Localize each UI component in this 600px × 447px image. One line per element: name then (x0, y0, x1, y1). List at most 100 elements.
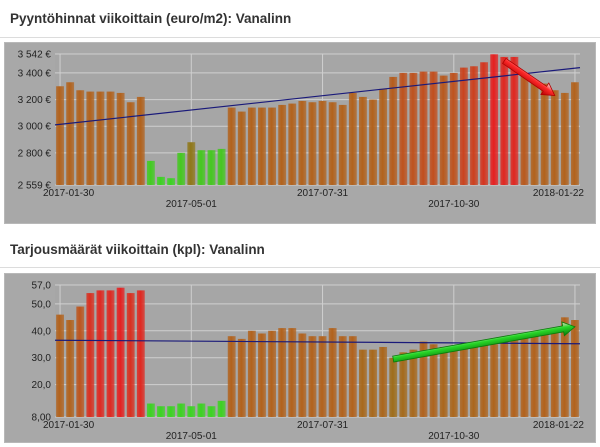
bar (318, 336, 327, 417)
bar (419, 341, 428, 417)
bar (470, 66, 478, 185)
bar (379, 346, 388, 417)
bar (439, 346, 448, 417)
bar (197, 150, 206, 185)
bar (409, 349, 418, 417)
bar (419, 71, 428, 185)
bar (247, 107, 256, 185)
bar (369, 349, 377, 417)
bar (348, 336, 357, 417)
bar (389, 76, 398, 185)
x-tick-label: 2017-07-31 (297, 188, 349, 199)
bar (86, 293, 95, 417)
bar (56, 314, 64, 417)
bar (268, 107, 277, 185)
bar (298, 100, 307, 185)
bar (136, 290, 145, 417)
y-tick-label: 50,0 (32, 299, 52, 310)
bar (167, 178, 176, 185)
bar (278, 104, 287, 185)
y-tick-label: 57,0 (32, 281, 52, 292)
x-tick-label: 2017-05-01 (166, 431, 218, 442)
bar (540, 83, 549, 185)
bar (106, 290, 115, 417)
bar (318, 100, 327, 185)
bar (328, 102, 337, 185)
bar (86, 91, 95, 185)
bar (76, 306, 85, 417)
bar (480, 344, 489, 417)
offers-chart: 8,00 20,0 30,0 40,0 50,0 57,0 2017-01-30 2017-0… (32, 281, 585, 443)
bar (157, 406, 165, 417)
x-tick-label: 2017-01-30 (43, 420, 95, 431)
bar (510, 56, 519, 185)
x-tick-label: 2017-10-30 (428, 199, 480, 210)
bar (550, 328, 559, 417)
bar (379, 88, 388, 185)
price-chart: 2 559 € 2 800 € 3 000 € 3 200 € 3 400 € 3 542… (18, 50, 585, 211)
bar (409, 72, 418, 185)
bar (459, 344, 468, 417)
bar (217, 148, 226, 185)
y-tick-label: 2 800 € (18, 148, 52, 159)
bar (439, 75, 448, 185)
x-tick-label: 2018-01-22 (533, 420, 585, 431)
bar (389, 357, 398, 417)
bar (530, 333, 539, 417)
price-chart-panel: 2 559 € 2 800 € 3 000 € 3 200 € 3 400 € 3 542… (4, 42, 596, 224)
bar (258, 107, 266, 185)
bar (237, 338, 246, 417)
bar (490, 344, 499, 417)
title-divider-2 (0, 267, 600, 268)
y-tick-label: 3 400 € (18, 68, 52, 79)
bar (227, 336, 236, 417)
bar (167, 406, 176, 417)
bar (520, 75, 529, 185)
bar (490, 54, 499, 185)
bar (530, 80, 539, 185)
bar (399, 72, 408, 185)
bar (146, 403, 155, 417)
y-tick-label: 3 200 € (18, 95, 52, 106)
trend-line (54, 66, 581, 126)
bar (459, 67, 468, 185)
bar (96, 91, 105, 185)
bar (207, 406, 216, 417)
bar (500, 338, 509, 417)
y-tick-label: 20,0 (32, 380, 52, 391)
bar (76, 90, 85, 185)
bar (66, 82, 75, 185)
red-down-trend-arrow (502, 57, 556, 97)
y-tick-label: 8,00 (32, 413, 52, 424)
title-divider-1 (0, 37, 600, 38)
x-tick-label: 2017-10-30 (428, 431, 480, 442)
bar (510, 336, 519, 417)
bar (399, 352, 408, 417)
bar (288, 328, 297, 417)
y-tick-label: 3 000 € (18, 122, 52, 133)
bar (338, 104, 347, 185)
bar (106, 91, 115, 185)
x-tick-label: 2017-05-01 (166, 199, 218, 210)
bar (540, 330, 549, 417)
bar (480, 62, 489, 185)
chart-1-title: Pyyntöhinnat viikoittain (euro/m2): Vana… (10, 11, 292, 26)
bar (126, 293, 135, 417)
bar (66, 320, 75, 417)
bar (571, 320, 579, 417)
bar (500, 56, 509, 185)
y-tick-label: 2 559 € (18, 181, 52, 192)
bar (298, 333, 307, 417)
bar (56, 86, 64, 185)
y-tick-label: 30,0 (32, 353, 52, 364)
bar (258, 333, 266, 417)
bar (207, 150, 216, 185)
bar (136, 96, 145, 185)
bar (470, 346, 478, 417)
bar (288, 103, 297, 185)
bar (96, 290, 105, 417)
bar (449, 346, 458, 417)
bar (358, 96, 367, 185)
bar (571, 82, 579, 185)
bar (268, 330, 277, 417)
